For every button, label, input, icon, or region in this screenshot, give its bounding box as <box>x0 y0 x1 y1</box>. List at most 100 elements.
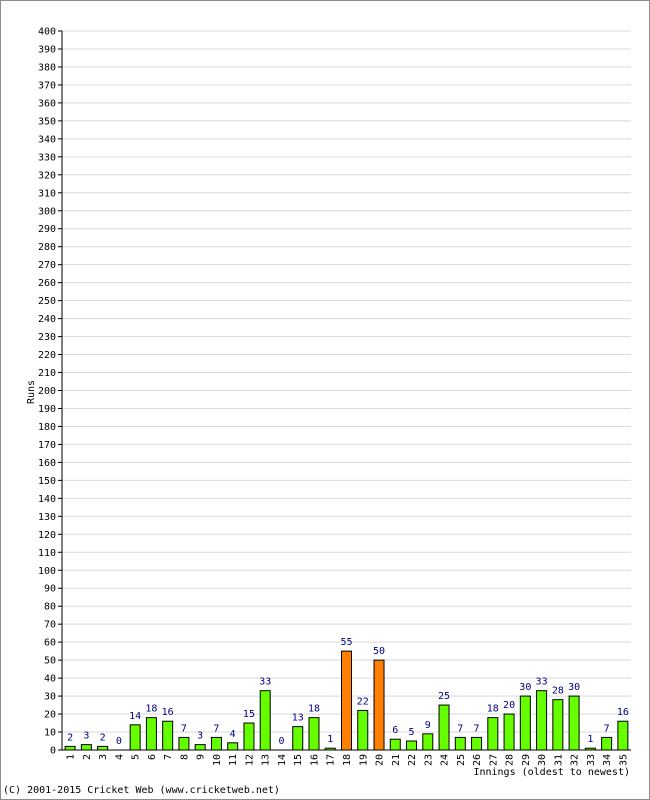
y-tick-label: 250 <box>38 296 56 307</box>
data-label: 0 <box>116 736 122 747</box>
data-label: 0 <box>278 736 284 747</box>
y-tick-label: 360 <box>38 98 56 109</box>
data-label: 3 <box>83 731 89 742</box>
y-tick-label: 180 <box>38 422 56 433</box>
y-tick-label: 70 <box>44 620 56 631</box>
data-label: 4 <box>230 729 236 740</box>
data-label: 7 <box>474 723 480 734</box>
y-tick-labels: 0 10 20 30 40 50 60 70 80 90 100 110 120 130 140 150 160… <box>38 27 56 757</box>
y-tick-label: 210 <box>38 368 56 379</box>
y-tick-label: 340 <box>38 134 56 145</box>
data-label: 18 <box>308 704 320 715</box>
y-tick-label: 120 <box>38 530 56 541</box>
bar-34 <box>601 736 613 751</box>
data-label: 50 <box>373 646 385 657</box>
x-tick-labels: 1 2 3 4 5 6 7 8 9 10 11 12 13 14 15 16 17 18 19 20 21 22 23 24 2… <box>66 754 630 766</box>
y-tick-label: 390 <box>38 44 56 55</box>
data-label: 7 <box>604 723 610 734</box>
y-tick-label: 290 <box>38 224 56 235</box>
bar-30 <box>536 690 548 751</box>
data-label: 33 <box>259 677 271 688</box>
bar-16 <box>308 717 320 751</box>
y-axis-label: Runs <box>26 380 37 404</box>
bar-3 <box>97 745 109 751</box>
y-tick-label: 100 <box>38 566 56 577</box>
data-label: 15 <box>243 709 255 720</box>
bar-13 <box>259 690 271 751</box>
y-tick-label: 0 <box>50 746 56 757</box>
y-tick-label: 110 <box>38 548 56 559</box>
y-tick-label: 60 <box>44 638 56 649</box>
bar-15 <box>292 726 304 751</box>
y-tick-label: 200 <box>38 386 56 397</box>
x-tick-label: 31 <box>553 754 564 766</box>
y-tick-label: 300 <box>38 206 56 217</box>
y-tick-label: 150 <box>38 476 56 487</box>
data-label: 30 <box>568 682 580 693</box>
y-tick-label: 350 <box>38 116 56 127</box>
bars <box>64 650 629 751</box>
data-label: 7 <box>213 723 219 734</box>
x-tick-label: 13 <box>261 754 272 766</box>
bar-2 <box>80 744 92 751</box>
y-tick-label: 20 <box>44 710 56 721</box>
x-tick-label: 29 <box>521 754 532 766</box>
y-tick-label: 130 <box>38 512 56 523</box>
bar-12 <box>243 722 255 751</box>
y-tick-label: 310 <box>38 188 56 199</box>
data-label: 3 <box>197 731 203 742</box>
data-label: 18 <box>487 704 499 715</box>
axes <box>61 31 631 751</box>
bar-5 <box>129 724 141 751</box>
y-tick-label: 190 <box>38 404 56 415</box>
x-tick-label: 6 <box>147 754 158 760</box>
x-tick-label: 8 <box>179 754 190 760</box>
y-tick-label: 240 <box>38 314 56 325</box>
x-tick-label: 35 <box>618 754 629 766</box>
y-tick-label: 140 <box>38 494 56 505</box>
y-tick-label: 270 <box>38 260 56 271</box>
y-tick-label: 400 <box>38 27 56 38</box>
bar-9 <box>194 744 206 751</box>
bar-23 <box>422 733 434 751</box>
x-tick-label: 34 <box>602 754 613 766</box>
bar-19 <box>357 709 369 751</box>
x-tick-label: 32 <box>570 754 581 766</box>
data-label: 9 <box>425 720 431 731</box>
y-tick-label: 50 <box>44 656 56 667</box>
x-tick-label: 28 <box>505 754 516 766</box>
x-tick-label: 33 <box>586 754 597 766</box>
data-label: 13 <box>292 713 304 724</box>
data-label: 16 <box>162 707 174 718</box>
x-tick-label: 20 <box>375 754 386 766</box>
x-tick-label: 22 <box>407 754 418 766</box>
x-tick-label: 16 <box>309 754 320 766</box>
data-label: 6 <box>392 725 398 736</box>
x-tick-label: 12 <box>244 754 255 766</box>
y-tick-label: 260 <box>38 278 56 289</box>
data-label: 14 <box>129 711 141 722</box>
x-tick-label: 10 <box>212 754 223 766</box>
x-axis-label: Innings (oldest to newest) <box>473 767 630 778</box>
y-tick-label: 90 <box>44 584 56 595</box>
x-tick-label: 26 <box>472 754 483 766</box>
y-tick-label: 370 <box>38 80 56 91</box>
bar-21 <box>389 738 401 751</box>
bar-1 <box>64 745 76 751</box>
data-label: 30 <box>519 682 531 693</box>
x-tick-label: 15 <box>293 754 304 766</box>
x-tick-label: 14 <box>277 754 288 766</box>
x-tick-label: 4 <box>114 754 125 760</box>
y-tick-label: 330 <box>38 152 56 163</box>
bar-18 <box>341 650 352 751</box>
bar-31 <box>552 699 564 751</box>
bar-25 <box>454 736 466 751</box>
x-tick-label: 3 <box>98 754 109 760</box>
data-label: 25 <box>438 691 450 702</box>
x-tick-label: 17 <box>326 754 337 766</box>
bar-20 <box>373 659 385 751</box>
x-tick-label: 11 <box>228 754 239 766</box>
